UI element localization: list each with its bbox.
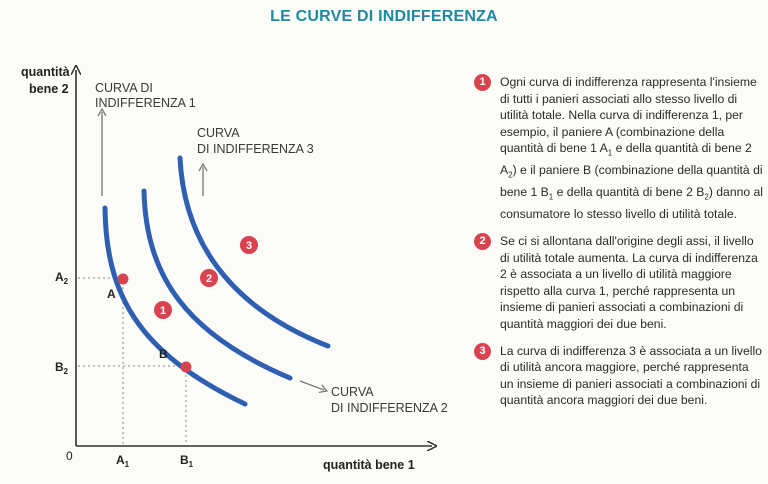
curve1-label-line2: INDIFFERENZA 1 [95,96,196,110]
curve1-label-line1: CURVA DI [95,81,153,95]
tick-b2: B2 [55,360,69,376]
note-number-badge: 3 [474,342,491,360]
note-text: Se ci si allontana dall'origine degli as… [500,234,758,332]
y-axis-label-line2: bene 2 [29,82,69,96]
curve3-label-line2: DI INDIFFERENZA 3 [197,142,314,156]
point-b-marker [180,361,192,373]
note-number-badge: 2 [474,233,491,251]
svg-text:2: 2 [206,273,212,285]
x-axis-label: quantità bene 1 [323,458,415,472]
note-2: 2 Se ci si allontana dall'origine degli … [474,233,764,333]
point-a-marker [117,273,129,285]
badge-3: 3 [240,236,258,254]
note-text: Ogni curva di indifferenza rappresenta l… [500,75,764,222]
curve2-label-line2: DI INDIFFERENZA 2 [331,401,448,415]
notes-list: 1 Ogni curva di indifferenza rappresenta… [474,74,764,409]
svg-text:3: 3 [246,240,252,252]
curve2-label-line1: CURVA [331,385,374,399]
curve2-label-arrow [299,380,329,393]
tick-b1: B1 [180,453,194,469]
tick-a2: A2 [55,270,69,286]
page-title: LE CURVE DI INDIFFERENZA [270,8,498,25]
svg-text:1: 1 [160,305,166,317]
note-3: 3 La curva di indifferenza 3 è associata… [474,342,764,409]
point-b-label: B [159,347,168,361]
tick-a1: A1 [116,453,130,469]
y-axis-label-line1: quantità [21,65,70,79]
indifference-curve-1 [102,205,248,407]
origin-label: 0 [66,449,73,463]
indifference-curves-diagram: 1 2 3 quantità bene 2 quantità bene 1 0 … [21,65,448,472]
indifference-curve-3 [177,155,331,349]
note-text: La curva di indifferenza 3 è associata a… [500,343,762,408]
badge-2: 2 [200,269,218,287]
badge-1: 1 [154,301,172,319]
indifference-curve-2 [141,188,293,381]
note-number-badge: 1 [474,74,491,91]
curve3-label-line1: CURVA [197,126,240,140]
point-a-label: A [107,287,116,301]
note-1: 1 Ogni curva di indifferenza rappresenta… [474,74,764,223]
